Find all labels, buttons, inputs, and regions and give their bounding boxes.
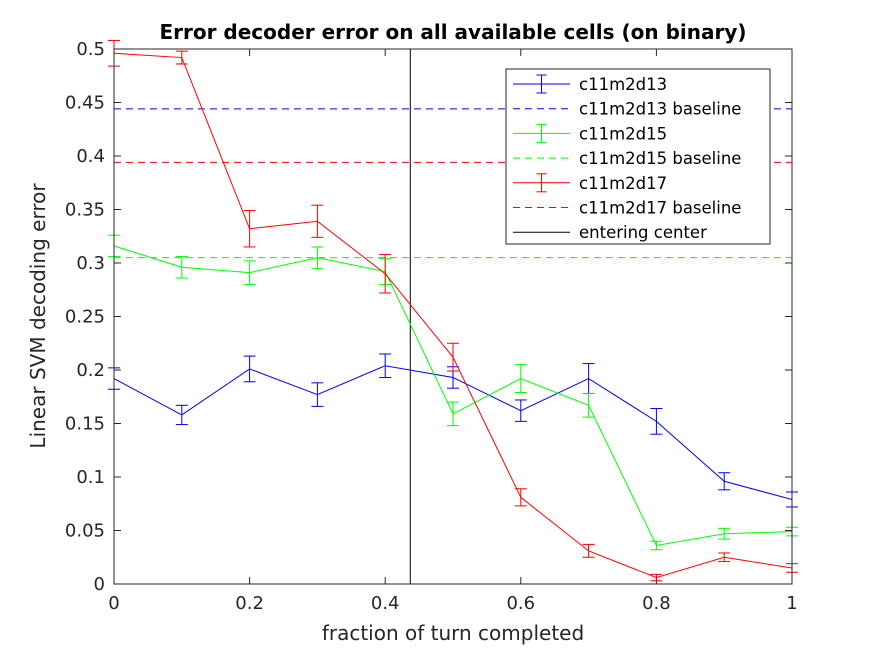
error-bar (379, 353, 392, 378)
error-bar (243, 210, 256, 248)
y-tick-label: 0.2 (76, 360, 105, 381)
legend-entry: c11m2d17 baseline (513, 199, 741, 218)
error-bar (175, 404, 188, 426)
legend-entry: c11m2d13 baseline (513, 100, 741, 119)
error-bar (447, 342, 459, 372)
legend-label: c11m2d17 baseline (579, 199, 741, 218)
error-bar (311, 204, 324, 238)
x-tick-label: 0.4 (371, 593, 400, 614)
x-tick-label: 0 (108, 593, 119, 614)
error-bar (718, 472, 731, 491)
series-c11m2d17 (108, 39, 798, 582)
y-tick-label: 0.1 (76, 467, 105, 488)
legend-swatch (513, 123, 570, 143)
x-tick-label: 1 (786, 593, 797, 614)
error-bar (650, 573, 663, 582)
legend-label: entering center (579, 223, 707, 242)
error-bar (243, 355, 256, 383)
series-lines (108, 39, 798, 582)
error-bar (582, 393, 595, 418)
error-bar (514, 399, 527, 422)
legend-label: c11m2d13 (579, 75, 667, 94)
legend-swatch (513, 74, 570, 94)
x-tick-label: 0.2 (235, 593, 264, 614)
legend-label: c11m2d17 (579, 174, 667, 193)
error-bar (650, 540, 663, 551)
y-axis-label: Linear SVM decoding error (26, 183, 50, 449)
y-tick-label: 0.35 (65, 200, 105, 221)
legend-label: c11m2d15 (579, 124, 667, 143)
legend-entry: c11m2d15 baseline (513, 149, 741, 168)
error-bar (718, 552, 731, 563)
y-tick-labels: 0 0.05 0.1 0.15 0.2 0.25 0.3 0.35 0.4 0.45 0.5 (65, 39, 105, 595)
y-tick-label: 0.5 (76, 39, 105, 60)
legend-entry: c11m2d13 (513, 74, 667, 94)
error-bar (514, 364, 527, 393)
legend-label: c11m2d13 baseline (579, 100, 741, 119)
error-bar (243, 260, 256, 285)
y-tick-label: 0 (94, 574, 105, 595)
legend-box (505, 68, 771, 245)
legend-swatch (513, 173, 570, 193)
y-tick-label: 0.15 (65, 414, 105, 435)
error-bar (311, 246, 324, 269)
legend-label: c11m2d15 baseline (579, 149, 741, 168)
x-tick-label: 0.6 (506, 593, 535, 614)
error-bar (175, 50, 188, 65)
error-bar (582, 543, 595, 558)
x-tick-labels: 0 0.2 0.4 0.6 0.8 1 (108, 593, 797, 614)
legend-entry: c11m2d15 (513, 123, 667, 143)
error-bar (175, 256, 188, 279)
error-bar (650, 408, 663, 435)
x-axis-label: fraction of turn completed (322, 621, 584, 645)
y-tick-label: 0.45 (65, 93, 105, 114)
y-tick-label: 0.25 (65, 307, 105, 328)
error-bar (379, 253, 392, 294)
error-bar (718, 527, 731, 540)
y-tick-label: 0.05 (65, 521, 105, 542)
legend: c11m2d13 c11m2d13 baseline c11m2d15 c11m2d1… (505, 68, 771, 245)
y-tick-label: 0.3 (76, 253, 105, 274)
error-bar (311, 382, 324, 407)
x-tick-label: 0.8 (642, 593, 671, 614)
legend-entry: entering center (513, 223, 707, 242)
error-bar (514, 488, 527, 507)
chart-title: Error decoder error on all available cel… (159, 20, 746, 44)
axes-box (113, 48, 793, 585)
y-tick-label: 0.4 (76, 146, 105, 167)
legend-entry: c11m2d17 (513, 173, 667, 193)
error-bar (447, 401, 459, 427)
